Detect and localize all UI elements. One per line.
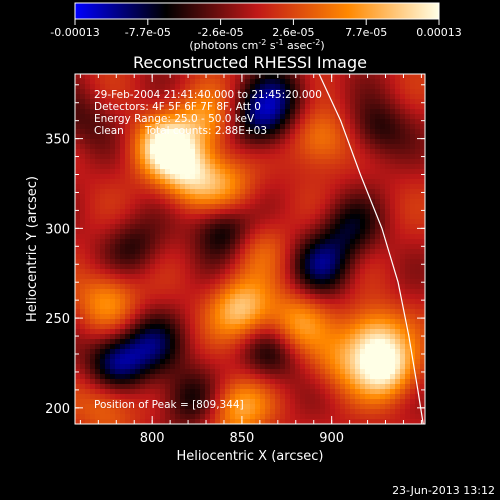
colorbar: -0.00013 -7.7e-05 -2.6e-05 2.6e-05 7.7e-05 0.… [50,2,462,52]
colorbar-units: (photons cm-2 s-1 asec-2) [189,38,324,52]
annotation-method: Clean [94,125,124,137]
annotation-counts: Total counts: 2.88E+03 [144,125,267,137]
plot-frame [74,73,426,425]
colorbar-tick-label: 2.6e-05 [272,26,314,39]
y-tick-label: 300 [45,222,70,237]
plot-area [75,74,425,424]
x-tick-label: 800 [140,431,165,446]
annotation-peak-position: Position of Peak = [809,344] [94,399,244,411]
y-tick-label: 250 [45,312,70,327]
colorbar-tick-label: -2.6e-05 [197,26,243,39]
footer-date: 23-Jun-2013 13:12 [392,484,495,497]
y-tick-label: 200 [45,402,70,417]
colorbar-ticks: -0.00013 -7.7e-05 -2.6e-05 2.6e-05 7.7e-05 0.… [50,19,462,39]
x-axis-label: Heliocentric X (arcsec) [177,449,324,464]
y-tick-label: 350 [45,133,70,148]
colorbar-gradient [74,2,440,20]
annotation-block: 29-Feb-2004 21:41:40.000 to 21:45:20.000… [94,89,322,137]
x-tick-label: 850 [230,431,255,446]
x-tick-label: 900 [319,431,344,446]
annotation-time-range: 29-Feb-2004 21:41:40.000 to 21:45:20.000 [94,89,322,101]
colorbar-tick-label: 7.7e-05 [345,26,387,39]
annotation-detectors: Detectors: 4F 5F 6F 7F 8F, Att 0 [94,101,261,113]
axes: 800 850 900 200 250 300 350 [45,74,425,446]
chart-title: Reconstructed RHESSI Image [133,53,367,72]
heatmap-cells [75,74,425,424]
y-axis-label: Heliocentric Y (arcsec) [25,176,40,322]
colorbar-tick-label: -0.00013 [50,26,99,39]
colorbar-tick-label: -7.7e-05 [125,26,171,39]
annotation-energy: Energy Range: 25.0 - 50.0 keV [94,113,255,125]
solar-limb-curve [318,74,424,424]
colorbar-tick-label: 0.00013 [416,26,462,39]
